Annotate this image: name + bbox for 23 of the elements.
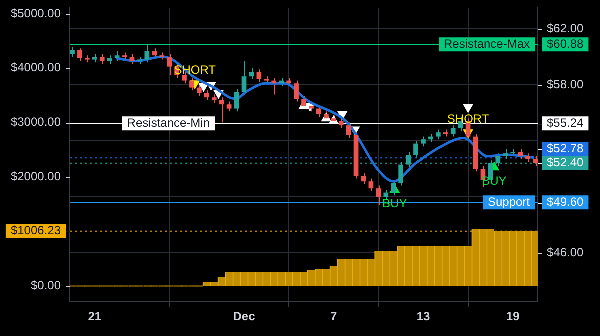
ref-line-label: Support	[488, 194, 531, 209]
x-tick-label: Dec	[233, 310, 256, 324]
x-tick-label: 19	[506, 310, 520, 324]
y-tick-label: $5000.00	[10, 6, 62, 20]
x-tick-label: 13	[416, 310, 430, 324]
x-tick-label: 21	[88, 310, 102, 324]
y2-tick-label: $62.00	[547, 21, 584, 36]
y2-tick-label: $49.60	[547, 194, 584, 209]
y-tick-label: $4000.00	[10, 60, 62, 75]
ref-line-label: $1006.23	[10, 224, 62, 238]
y2-tick-label: $55.24	[547, 116, 584, 130]
y-tick-label: $3000.00	[10, 115, 62, 130]
ref-line-label: Resistance-Max	[444, 36, 530, 51]
x-tick-label: 7	[330, 310, 338, 324]
y2-tick-label: $60.88	[547, 36, 584, 51]
y2-tick-label: $46.00	[547, 245, 584, 260]
ref-line-label: $52.40	[547, 156, 584, 170]
y-tick-label: $0.00	[30, 278, 62, 293]
data-label: SHORT	[447, 112, 490, 126]
y-tick-label: $2000.00	[10, 170, 62, 184]
y2-tick-label: $58.00	[547, 77, 584, 92]
ref-line-label: Resistance-Min	[127, 116, 210, 130]
ref-line-label: $52.78	[547, 142, 584, 156]
